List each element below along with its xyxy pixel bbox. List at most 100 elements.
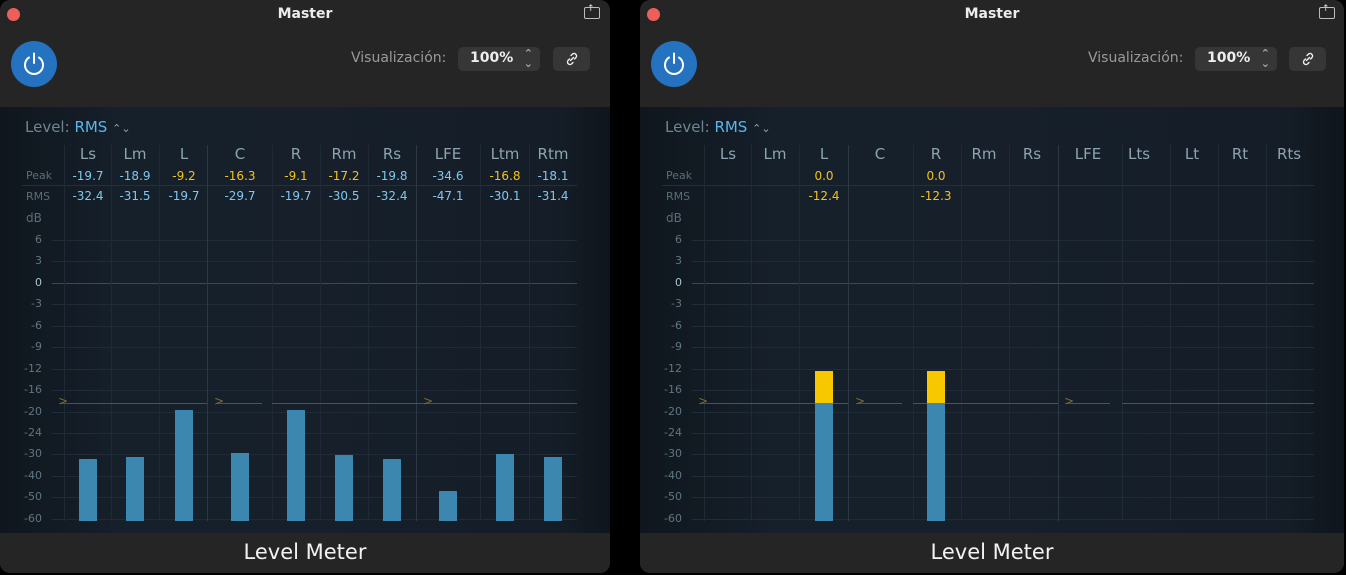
rms-value: -30.5	[328, 189, 360, 203]
power-icon	[664, 52, 684, 75]
channel-label: R	[290, 145, 302, 163]
updown-icon: ⌃⌄	[752, 122, 771, 135]
grid-line	[692, 412, 1314, 413]
link-icon	[1302, 52, 1314, 66]
scale-tick: -30	[664, 447, 682, 460]
scale-tick: -3	[31, 297, 42, 310]
channel-divider	[848, 145, 849, 521]
rms-value: -12.4	[808, 189, 840, 203]
scale-tick: -30	[24, 447, 42, 460]
db-label: dB	[666, 211, 682, 225]
chevron-right-icon: >	[58, 394, 69, 408]
close-button[interactable]	[7, 8, 20, 21]
level-mode-select[interactable]: Level: RMS ⌃⌄	[665, 118, 771, 136]
peak-value: -16.8	[489, 169, 521, 183]
channel-divider	[1266, 145, 1267, 521]
channel-label: Rts	[1276, 145, 1302, 163]
peak-value: -19.8	[376, 169, 408, 183]
close-button[interactable]	[647, 8, 660, 21]
scale-tick: 3	[35, 254, 42, 267]
visualization-select[interactable]: 100% ⌃ ⌄	[458, 47, 540, 71]
meter-bar-over	[815, 371, 833, 403]
rms-value: -32.4	[72, 189, 104, 203]
channel-divider	[272, 145, 273, 521]
rms-value: -29.7	[224, 189, 256, 203]
channel-label: Rt	[1231, 145, 1249, 163]
channel-label: Lm	[763, 145, 787, 163]
rms-value: -31.4	[537, 189, 569, 203]
grid-line	[52, 519, 577, 520]
channel-label: LFE	[434, 145, 462, 163]
channel-divider	[64, 145, 65, 521]
meter-bar	[496, 454, 514, 521]
meter-bar	[287, 410, 305, 521]
scale-tick: -12	[664, 362, 682, 375]
rms-value: -47.1	[432, 189, 464, 203]
scale-tick: -40	[664, 469, 682, 482]
channel-divider	[207, 145, 208, 521]
channel-label: Ls	[79, 145, 97, 163]
level-meter-window-right: Master Visualización: 100% ⌃⌄ Level: RMS …	[640, 0, 1344, 573]
channel-label: Ltm	[490, 145, 520, 163]
chevron-right-icon: >	[214, 394, 225, 408]
grid-line	[692, 497, 1314, 498]
peak-value: -19.7	[72, 169, 104, 183]
meter-bar	[383, 459, 401, 521]
peak-row-label: Peak	[26, 169, 53, 182]
channel-label: LFE	[1074, 145, 1102, 163]
power-button[interactable]	[11, 41, 57, 87]
chevron-right-icon: >	[698, 394, 709, 408]
grid-line	[52, 261, 577, 262]
meter-bar	[927, 403, 945, 521]
link-icon	[566, 52, 578, 66]
scale-tick: -16	[664, 383, 682, 396]
meter-bar	[126, 457, 144, 521]
meter-bar	[79, 459, 97, 521]
channel-divider	[529, 145, 530, 521]
visualization-select[interactable]: 100% ⌃ ⌄	[1195, 47, 1277, 71]
divider	[662, 185, 1314, 186]
channel-divider	[704, 145, 705, 521]
channel-divider	[799, 145, 800, 521]
grid-line	[52, 476, 577, 477]
reference-line	[700, 403, 848, 404]
scale-tick: 0	[675, 276, 682, 289]
grid-line	[52, 240, 577, 241]
grid-line	[692, 304, 1314, 305]
grid-line	[52, 454, 577, 455]
scale-tick: -60	[24, 512, 42, 525]
window-title: Master	[277, 6, 333, 22]
divider	[22, 185, 577, 186]
detach-icon[interactable]	[584, 4, 600, 19]
scale-tick: -40	[24, 469, 42, 482]
grid-line	[692, 261, 1314, 262]
channel-divider	[1122, 145, 1123, 521]
meter-bar	[231, 452, 249, 521]
detach-icon[interactable]	[1319, 4, 1335, 19]
link-button[interactable]	[553, 47, 590, 71]
channel-label: Lm	[123, 145, 147, 163]
stepper-icon: ⌃ ⌄	[523, 47, 533, 70]
peak-value: -18.9	[119, 169, 151, 183]
level-mode-select[interactable]: Level: RMS ⌃⌄	[25, 118, 131, 136]
power-button[interactable]	[651, 41, 697, 87]
peak-value: -9.1	[284, 169, 308, 183]
channel-divider	[159, 145, 160, 521]
channel-label: R	[930, 145, 942, 163]
updown-icon: ⌃⌄	[112, 122, 131, 135]
meter-bar	[544, 457, 562, 521]
chevron-right-icon: >	[855, 394, 866, 408]
grid-line	[52, 497, 577, 498]
grid-line	[692, 433, 1314, 434]
peak-value: -34.6	[432, 169, 464, 183]
scale-tick: 3	[675, 254, 682, 267]
scale-tick: -9	[671, 340, 682, 353]
rms-row-label: RMS	[666, 190, 691, 203]
link-button[interactable]	[1289, 47, 1326, 71]
plugin-name-footer: Level Meter	[640, 533, 1344, 573]
scale-tick: -12	[24, 362, 42, 375]
visualization-value: 100%	[470, 50, 514, 66]
rms-value: -19.7	[168, 189, 200, 203]
meter-bar	[335, 455, 353, 521]
grid-line	[692, 240, 1314, 241]
